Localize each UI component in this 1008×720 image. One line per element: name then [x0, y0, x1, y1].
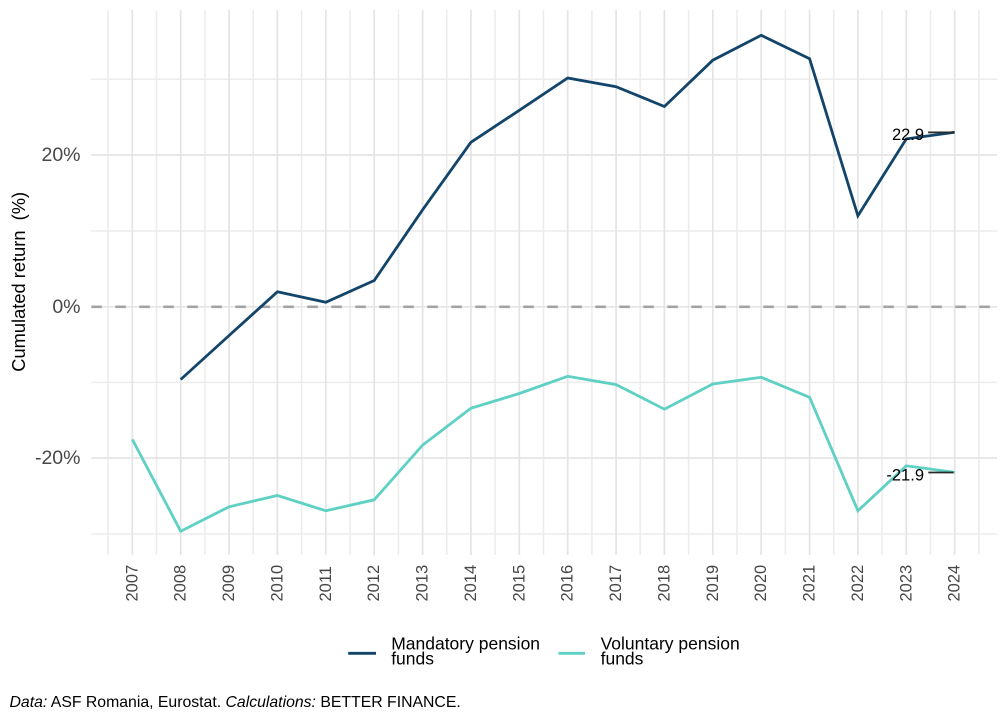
svg-text:Data: ASF Romania, Eurostat. C: Data: ASF Romania, Eurostat. Calculation…	[10, 694, 461, 711]
svg-text:2014: 2014	[462, 565, 480, 602]
svg-text:2019: 2019	[704, 565, 722, 602]
svg-text:2011: 2011	[317, 566, 335, 601]
svg-text:2013: 2013	[414, 565, 432, 602]
svg-text:2022: 2022	[849, 565, 867, 602]
svg-text:2021: 2021	[801, 565, 819, 602]
svg-text:2015: 2015	[510, 565, 528, 602]
svg-text:2018: 2018	[655, 565, 673, 602]
svg-text:2012: 2012	[365, 565, 383, 602]
svg-text:2007: 2007	[123, 565, 141, 602]
svg-text:2017: 2017	[607, 565, 625, 602]
svg-text:0%: 0%	[52, 296, 80, 318]
svg-text:2010: 2010	[268, 565, 286, 602]
svg-text:22.9: 22.9	[892, 126, 924, 144]
svg-text:2024: 2024	[946, 565, 964, 602]
svg-text:-20%: -20%	[35, 447, 81, 469]
svg-text:2023: 2023	[897, 565, 915, 602]
svg-text:2016: 2016	[559, 565, 577, 602]
svg-text:2020: 2020	[752, 565, 770, 602]
svg-text:2009: 2009	[220, 565, 238, 602]
svg-text:2008: 2008	[172, 565, 190, 602]
svg-text:Cumulated return (%): Cumulated return (%)	[8, 192, 29, 372]
svg-text:-21.9: -21.9	[886, 467, 924, 485]
svg-text:20%: 20%	[41, 144, 80, 166]
